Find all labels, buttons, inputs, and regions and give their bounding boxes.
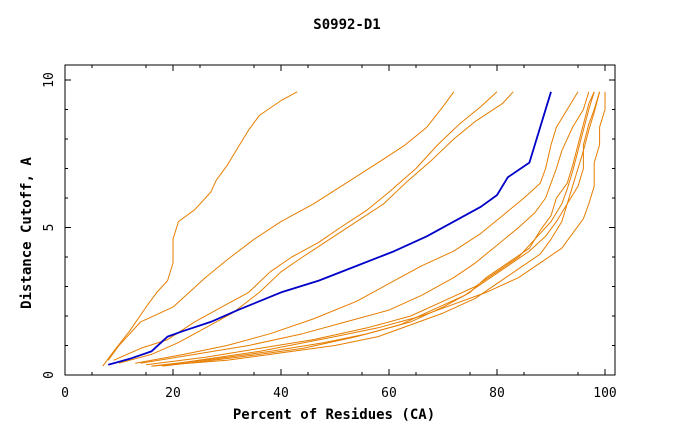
plot-area bbox=[64, 64, 616, 376]
chart-title: S0992-D1 bbox=[313, 17, 380, 33]
series-line-model-6 bbox=[140, 91, 590, 364]
series-line-model-1 bbox=[102, 91, 298, 367]
series-line-model-2 bbox=[107, 91, 455, 361]
series-line-model-8 bbox=[151, 91, 595, 367]
series-line-model-11 bbox=[167, 91, 606, 366]
series-line-highlight bbox=[107, 91, 552, 366]
series-layer bbox=[102, 91, 606, 367]
y-tick-label: 10 bbox=[42, 72, 57, 88]
series-line-model-5 bbox=[135, 91, 579, 364]
series-line-model-3 bbox=[113, 91, 498, 361]
x-tick-label: 20 bbox=[165, 386, 181, 401]
tick-labels: 0 20 40 60 80 100 0 5 10 bbox=[42, 72, 617, 401]
series-line-model-9 bbox=[151, 91, 601, 367]
x-tick-label: 60 bbox=[381, 386, 397, 401]
series-line-model-7 bbox=[145, 91, 595, 366]
axis-ticks bbox=[64, 65, 615, 376]
x-axis-label: Percent of Residues (CA) bbox=[233, 407, 435, 423]
y-axis-label: Distance Cutoff, A bbox=[19, 157, 35, 309]
series-line-model-10 bbox=[162, 91, 601, 367]
series-line-model-4 bbox=[118, 91, 514, 364]
plot-frame bbox=[64, 64, 616, 376]
x-tick-label: 0 bbox=[61, 386, 69, 401]
y-tick-label: 0 bbox=[42, 371, 57, 379]
y-tick-label: 5 bbox=[42, 224, 57, 232]
x-tick-label: 100 bbox=[593, 386, 616, 401]
x-tick-label: 80 bbox=[489, 386, 505, 401]
x-tick-label: 40 bbox=[273, 386, 289, 401]
